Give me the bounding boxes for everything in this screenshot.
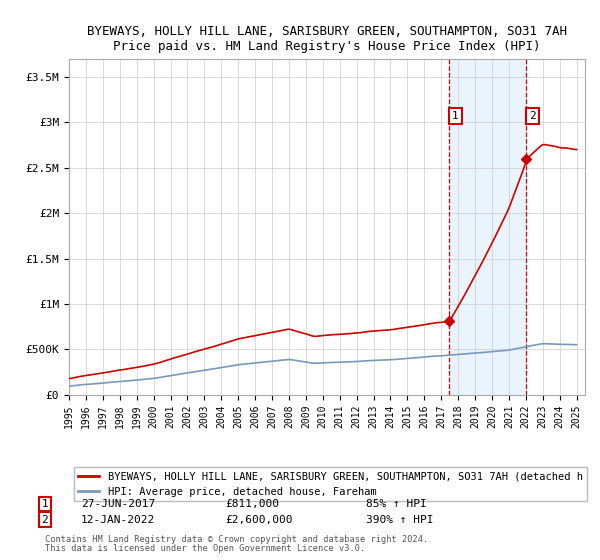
Text: 2: 2 bbox=[41, 515, 49, 525]
Text: 27-JUN-2017: 27-JUN-2017 bbox=[81, 499, 155, 509]
Bar bbox=[449, 59, 526, 395]
Legend: BYEWAYS, HOLLY HILL LANE, SARISBURY GREEN, SOUTHAMPTON, SO31 7AH (detached h, HP: BYEWAYS, HOLLY HILL LANE, SARISBURY GREE… bbox=[74, 467, 587, 501]
Text: £811,000: £811,000 bbox=[225, 499, 279, 509]
Text: 1: 1 bbox=[452, 111, 459, 121]
Title: BYEWAYS, HOLLY HILL LANE, SARISBURY GREEN, SOUTHAMPTON, SO31 7AH
Price paid vs. : BYEWAYS, HOLLY HILL LANE, SARISBURY GREE… bbox=[87, 25, 567, 53]
Text: 390% ↑ HPI: 390% ↑ HPI bbox=[366, 515, 433, 525]
Text: This data is licensed under the Open Government Licence v3.0.: This data is licensed under the Open Gov… bbox=[45, 544, 365, 553]
Text: £2,600,000: £2,600,000 bbox=[225, 515, 293, 525]
Text: 12-JAN-2022: 12-JAN-2022 bbox=[81, 515, 155, 525]
Text: 1: 1 bbox=[41, 499, 49, 509]
Text: 85% ↑ HPI: 85% ↑ HPI bbox=[366, 499, 427, 509]
Text: 2: 2 bbox=[529, 111, 536, 121]
Text: Contains HM Land Registry data © Crown copyright and database right 2024.: Contains HM Land Registry data © Crown c… bbox=[45, 534, 428, 544]
